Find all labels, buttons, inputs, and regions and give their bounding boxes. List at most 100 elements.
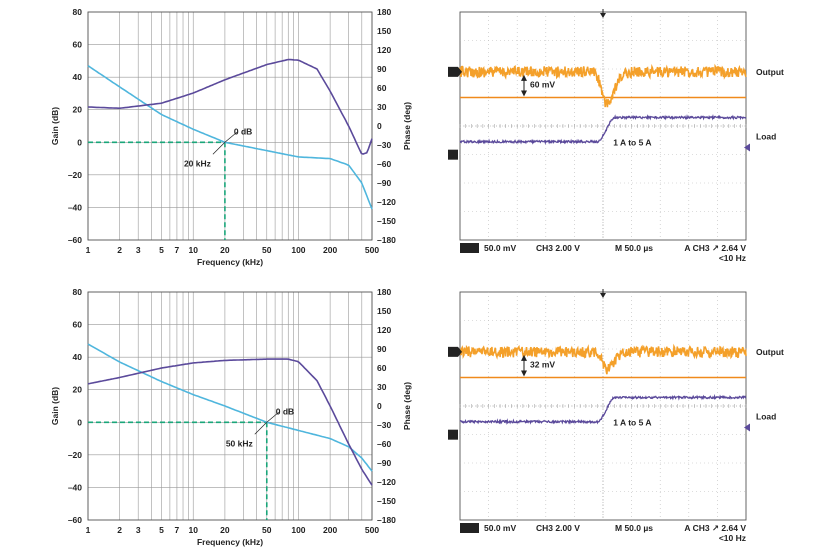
y-tick-label: 80 — [73, 7, 83, 17]
x-tick-label: 10 — [188, 525, 198, 535]
bode-plot-top: –60–40–20020406080–180–150–120–90–60–300… — [50, 7, 412, 267]
footer-ch1-scale: 50.0 mV — [484, 523, 516, 533]
graticule — [459, 12, 747, 240]
y2-tick-label: –30 — [377, 420, 391, 430]
y2-tick-label: –120 — [377, 197, 396, 207]
y2-tick-label: –90 — [377, 178, 391, 188]
output-trace — [459, 343, 747, 375]
y-tick-label: –60 — [68, 515, 82, 525]
footer-ch1: CH1 — [461, 523, 478, 533]
y2-tick-label: 120 — [377, 45, 391, 55]
annotation-freq: 50 kHz — [226, 438, 253, 448]
dip-arrow-up-icon — [521, 74, 527, 81]
y2-tick-label: –150 — [377, 496, 396, 506]
y2-tick-label: –30 — [377, 140, 391, 150]
footer-ch3: CH3 2.00 V — [536, 523, 580, 533]
y2-axis-label: Phase (deg) — [402, 382, 412, 430]
y2-tick-label: 150 — [377, 26, 391, 36]
ch3-marker: 3 — [448, 149, 458, 160]
load-trace — [459, 393, 747, 426]
output-trace — [459, 63, 747, 108]
x-tick-label: 3 — [136, 245, 141, 255]
ch1-marker-box — [448, 66, 458, 77]
dip-arrow-up-icon — [521, 354, 527, 361]
x-tick-label: 100 — [291, 245, 305, 255]
annotation-leader — [254, 422, 268, 435]
x-tick-label: 50 — [262, 245, 272, 255]
trigger-level-icon — [744, 143, 750, 152]
x-tick-label: 50 — [262, 525, 272, 535]
graticule — [459, 292, 747, 520]
y2-tick-label: 120 — [377, 325, 391, 335]
y-tick-label: 0 — [77, 417, 82, 427]
y2-tick-label: 180 — [377, 7, 391, 17]
output-label: Output — [756, 347, 784, 357]
footer-ch1: CH1 — [461, 243, 478, 253]
ch1-footer-box — [460, 243, 479, 253]
plot-frame — [87, 11, 373, 241]
plot-frame — [87, 291, 373, 521]
x-axis-label: Frequency (kHz) — [197, 537, 263, 547]
x-tick-label: 1 — [86, 245, 91, 255]
annotation-leader — [212, 142, 226, 155]
y2-tick-label: 60 — [377, 363, 387, 373]
footer-trigger: A CH3 ↗ 2.64 V — [684, 523, 746, 533]
trigger-marker-icon — [600, 293, 606, 298]
ch3-marker-box — [448, 149, 458, 160]
y-tick-label: –60 — [68, 235, 82, 245]
dip-label: 32 mV — [530, 360, 555, 370]
ch3-marker: 3 — [448, 429, 458, 440]
x-tick-label: 3 — [136, 525, 141, 535]
annotation-0db: 0 dB — [276, 406, 294, 416]
y2-tick-label: –120 — [377, 477, 396, 487]
footer-bw: <10 Hz — [719, 533, 746, 543]
dip-arrow-down-icon — [521, 370, 527, 377]
x-tick-label: 5 — [159, 525, 164, 535]
footer-trigger: A CH3 ↗ 2.64 V — [684, 243, 746, 253]
trigger-marker-icon — [600, 13, 606, 18]
trigger-level-icon — [744, 423, 750, 432]
x-tick-label: 100 — [291, 525, 305, 535]
y2-tick-label: 60 — [377, 83, 387, 93]
ch1-marker: 1 — [448, 346, 462, 357]
y2-tick-label: –180 — [377, 515, 396, 525]
y2-tick-label: –60 — [377, 439, 391, 449]
y2-axis-label: Phase (deg) — [402, 102, 412, 150]
x-tick-label: 20 — [220, 245, 230, 255]
footer-time: M 50.0 µs — [615, 523, 653, 533]
y2-tick-label: 30 — [377, 382, 387, 392]
ch1-marker-box — [448, 346, 458, 357]
y2-tick-label: 180 — [377, 287, 391, 297]
y-tick-label: 20 — [73, 105, 83, 115]
ch3-marker-label: 3 — [451, 430, 456, 440]
y-tick-label: –40 — [68, 482, 82, 492]
annotation-0db: 0 dB — [234, 126, 252, 136]
y-tick-label: 0 — [77, 137, 82, 147]
bode-plot-bottom: –60–40–20020406080–180–150–120–90–60–300… — [50, 287, 412, 547]
y-tick-label: 80 — [73, 287, 83, 297]
footer-ch3: CH3 2.00 V — [536, 243, 580, 253]
y-tick-label: 20 — [73, 385, 83, 395]
y-tick-label: 40 — [73, 352, 83, 362]
x-tick-label: 1 — [86, 525, 91, 535]
footer-bw: <10 Hz — [719, 253, 746, 263]
load-trace — [459, 114, 747, 145]
load-label: Load — [756, 411, 776, 421]
x-tick-label: 5 — [159, 245, 164, 255]
annotation-freq: 20 kHz — [184, 158, 211, 168]
y-tick-label: 40 — [73, 72, 83, 82]
x-tick-label: 20 — [220, 525, 230, 535]
y2-tick-label: 0 — [377, 121, 382, 131]
ch3-marker-label: 3 — [451, 150, 456, 160]
ch1-marker-label: 1 — [451, 347, 456, 357]
y2-tick-label: –90 — [377, 458, 391, 468]
ch1-footer-box — [460, 523, 479, 533]
dip-label: 60 mV — [530, 80, 555, 90]
y2-tick-label: 90 — [377, 344, 387, 354]
gain-curve — [87, 343, 373, 472]
x-tick-label: 200 — [323, 525, 337, 535]
phase-curve — [87, 358, 373, 486]
x-tick-label: 7 — [175, 245, 180, 255]
ch1-marker-arrow — [458, 346, 462, 357]
